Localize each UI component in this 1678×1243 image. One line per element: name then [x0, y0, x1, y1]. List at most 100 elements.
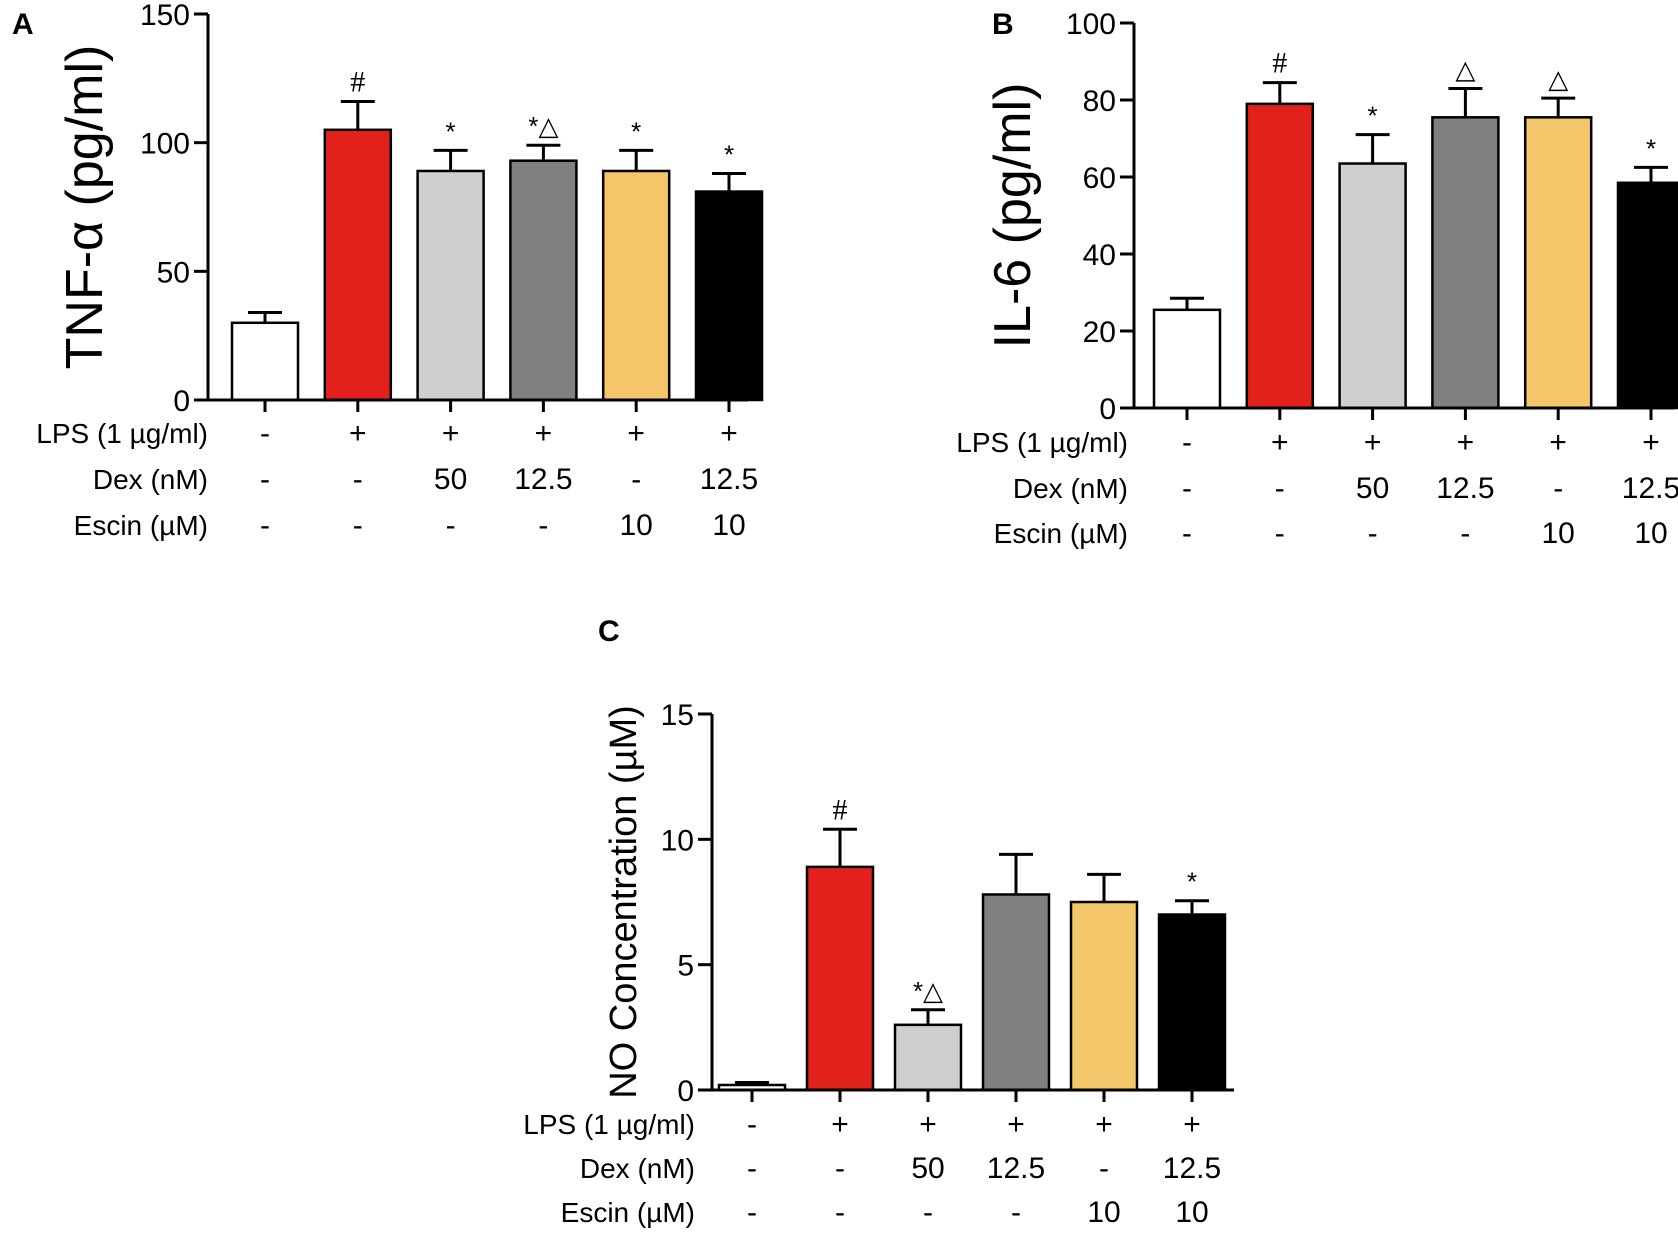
condition-cell: 10	[1634, 517, 1667, 550]
bar	[1245, 102, 1315, 410]
bar	[509, 159, 578, 402]
condition-row-label: Escin (µM)	[994, 518, 1128, 549]
condition-row-label: LPS (1 µg/ml)	[956, 427, 1128, 458]
significance-marker: *	[1187, 867, 1197, 897]
condition-cell: -	[923, 1196, 933, 1229]
condition-cell: -	[260, 417, 270, 450]
bar	[805, 865, 875, 1092]
condition-row-label: Dex (nM)	[580, 1153, 695, 1184]
condition-row-label: Dex (nM)	[93, 464, 208, 495]
panel-label: C	[598, 615, 620, 648]
condition-cell: -	[747, 1108, 757, 1141]
y-tick-label: 80	[1083, 85, 1116, 118]
y-tick-label: 20	[1083, 316, 1116, 349]
significance-marker: #	[1272, 47, 1287, 80]
condition-cell: -	[260, 509, 270, 542]
y-tick-label: 40	[1083, 239, 1116, 272]
condition-cell: +	[442, 417, 460, 450]
y-axis-title: TNF-α (pg/ml)	[56, 45, 114, 370]
condition-cell: -	[747, 1152, 757, 1185]
condition-cell: 12.5	[1163, 1152, 1221, 1185]
significance-marker: #	[350, 65, 365, 98]
y-tick-label: 0	[173, 385, 190, 418]
condition-cell: -	[631, 463, 641, 496]
condition-cell: -	[747, 1196, 757, 1229]
condition-cell: -	[835, 1196, 845, 1229]
significance-marker: #	[833, 793, 848, 826]
condition-cell: 12.5	[1622, 472, 1678, 505]
condition-cell: 12.5	[987, 1152, 1045, 1185]
condition-cell: -	[1275, 517, 1285, 550]
condition-cell: 10	[1087, 1196, 1120, 1229]
condition-cell: -	[353, 463, 363, 496]
bar	[1523, 116, 1593, 410]
y-tick-label: 5	[677, 950, 694, 983]
condition-cell: -	[1011, 1196, 1021, 1229]
condition-cell: -	[538, 509, 548, 542]
condition-cell: +	[535, 417, 553, 450]
condition-cell: +	[627, 417, 645, 450]
condition-cell: -	[1553, 472, 1563, 505]
condition-cell: +	[1183, 1108, 1201, 1141]
panel-label: B	[992, 8, 1014, 41]
y-axis-title: IL-6 (pg/ml)	[984, 83, 1042, 349]
bar	[1338, 162, 1407, 410]
condition-cell: +	[720, 417, 738, 450]
condition-row-label: Escin (µM)	[561, 1197, 695, 1228]
condition-cell: -	[1182, 472, 1192, 505]
bar	[323, 128, 393, 402]
condition-cell: +	[1642, 426, 1660, 459]
y-tick-label: 10	[661, 824, 694, 857]
significance-marker: *	[1646, 133, 1656, 163]
condition-row-label: LPS (1 µg/ml)	[36, 418, 208, 449]
y-tick-label: 0	[1099, 393, 1116, 426]
condition-cell: 10	[1542, 517, 1575, 550]
condition-cell: -	[1275, 472, 1285, 505]
condition-cell: -	[1368, 517, 1378, 550]
condition-cell: +	[1457, 426, 1475, 459]
condition-cell: -	[446, 509, 456, 542]
y-tick-label: 0	[677, 1075, 694, 1108]
condition-cell: 10	[1175, 1196, 1208, 1229]
condition-cell: 50	[1356, 472, 1389, 505]
bar	[230, 321, 300, 402]
condition-cell: +	[1271, 426, 1289, 459]
condition-cell: -	[835, 1152, 845, 1185]
condition-cell: +	[1364, 426, 1382, 459]
condition-cell: 10	[620, 509, 653, 542]
bar	[416, 169, 485, 402]
bar	[1431, 116, 1500, 410]
condition-row-label: LPS (1 µg/ml)	[523, 1109, 695, 1140]
condition-cell: -	[1460, 517, 1470, 550]
condition-cell: +	[919, 1108, 937, 1141]
panel-a: A TNF-α (pg/ml) # * *△ * * 0 50 100 150 LPS (1 µg/m…	[12, 0, 764, 542]
bar	[981, 893, 1051, 1092]
significance-marker: △	[1455, 54, 1475, 84]
bar	[893, 1023, 963, 1092]
condition-cell: 12.5	[1436, 472, 1494, 505]
significance-marker: *	[724, 140, 734, 170]
significance-marker: *△	[528, 111, 558, 141]
condition-cell: -	[1099, 1152, 1109, 1185]
bar	[1157, 913, 1227, 1092]
bar	[694, 190, 764, 402]
bar	[1616, 181, 1678, 410]
condition-cell: 50	[434, 463, 467, 496]
bar	[601, 169, 671, 402]
significance-marker: *	[1368, 101, 1378, 131]
condition-row-label: Dex (nM)	[1013, 473, 1128, 504]
y-axis-title: NO Concentration (µM)	[603, 705, 645, 1099]
condition-cell: +	[349, 417, 367, 450]
significance-marker: △	[1548, 64, 1568, 94]
bar	[1069, 900, 1139, 1092]
condition-cell: 12.5	[514, 463, 572, 496]
y-tick-label: 50	[157, 256, 190, 289]
significance-marker: *	[631, 116, 641, 146]
condition-cell: -	[260, 463, 270, 496]
condition-cell: -	[353, 509, 363, 542]
condition-cell: +	[831, 1108, 849, 1141]
y-tick-label: 60	[1083, 162, 1116, 195]
condition-cell: -	[1182, 426, 1192, 459]
condition-row-label: Escin (µM)	[74, 510, 208, 541]
condition-cell: +	[1007, 1108, 1025, 1141]
